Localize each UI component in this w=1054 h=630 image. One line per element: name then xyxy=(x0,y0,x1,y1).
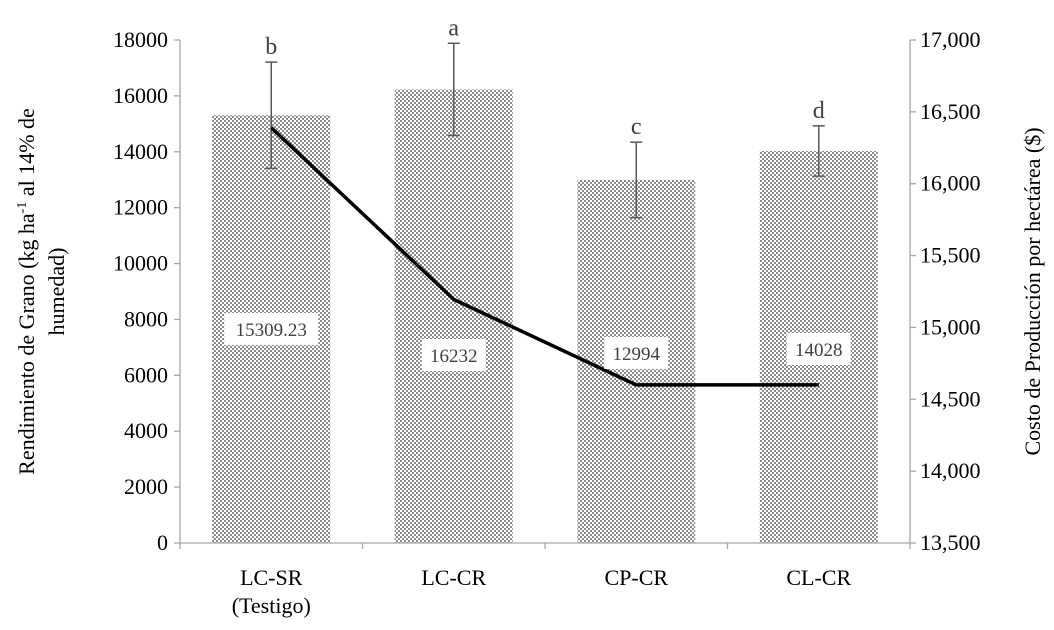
data-label-1: 15309.23 xyxy=(236,320,307,341)
left-tick-label-4: 8000 xyxy=(124,306,168,331)
right-tick-label-0: 13,500 xyxy=(920,530,981,555)
significance-letter-2: a xyxy=(448,15,459,41)
bar-2 xyxy=(395,89,513,543)
left-tick-label-0: 0 xyxy=(157,530,168,555)
category-label-4: CL-CR xyxy=(786,565,851,590)
cost-line-layer xyxy=(271,128,819,385)
data-label-2: 16232 xyxy=(430,346,478,367)
significance-letter-3: c xyxy=(631,114,642,140)
cost-line xyxy=(271,128,819,385)
left-axis-title-line-2: humedad) xyxy=(44,248,69,336)
right-tick-label-7: 17,000 xyxy=(920,27,981,52)
left-tick-label-2: 4000 xyxy=(124,418,168,443)
right-axis-title: Costo de Producción por hectárea ($) xyxy=(1020,127,1045,455)
significance-letter-1: b xyxy=(265,34,277,60)
category-label-1: LC-SR xyxy=(240,565,303,590)
left-tick-label-8: 16000 xyxy=(113,83,168,108)
right-tick-label-3: 15,000 xyxy=(920,314,981,339)
left-tick-label-9: 18000 xyxy=(113,27,168,52)
left-tick-label-1: 2000 xyxy=(124,474,168,499)
left-tick-label-6: 12000 xyxy=(113,195,168,220)
left-axis-title-line-1: Rendimiento de Grano (kg ha-1 al 14% de xyxy=(14,108,39,475)
category-label-3: CP-CR xyxy=(604,565,668,590)
category-label-2: LC-CR xyxy=(421,565,486,590)
right-tick-label-2: 14,500 xyxy=(920,386,981,411)
right-tick-label-4: 15,500 xyxy=(920,243,981,268)
left-axis-title-part-1: Rendimiento de Grano (kg ha xyxy=(14,213,39,475)
data-label-3: 12994 xyxy=(613,344,661,365)
axis-titles-layer: Rendimiento de Grano (kg ha-1 al 14% deh… xyxy=(14,108,1045,475)
right-tick-label-1: 14,000 xyxy=(920,458,981,483)
significance-letter-4: d xyxy=(813,98,825,124)
data-label-4: 14028 xyxy=(795,340,843,361)
left-tick-label-3: 6000 xyxy=(124,362,168,387)
left-tick-label-5: 10000 xyxy=(113,251,168,276)
right-tick-label-6: 16,500 xyxy=(920,99,981,124)
left-tick-label-7: 14000 xyxy=(113,139,168,164)
error-bars-layer: b a c d xyxy=(265,15,825,217)
left-axis-title-part-2: al 14% de xyxy=(14,108,39,201)
right-tick-label-5: 16,000 xyxy=(920,171,981,196)
left-axis-title-superscript: -1 xyxy=(15,202,30,214)
category-label-1-line-2: (Testigo) xyxy=(232,593,311,618)
